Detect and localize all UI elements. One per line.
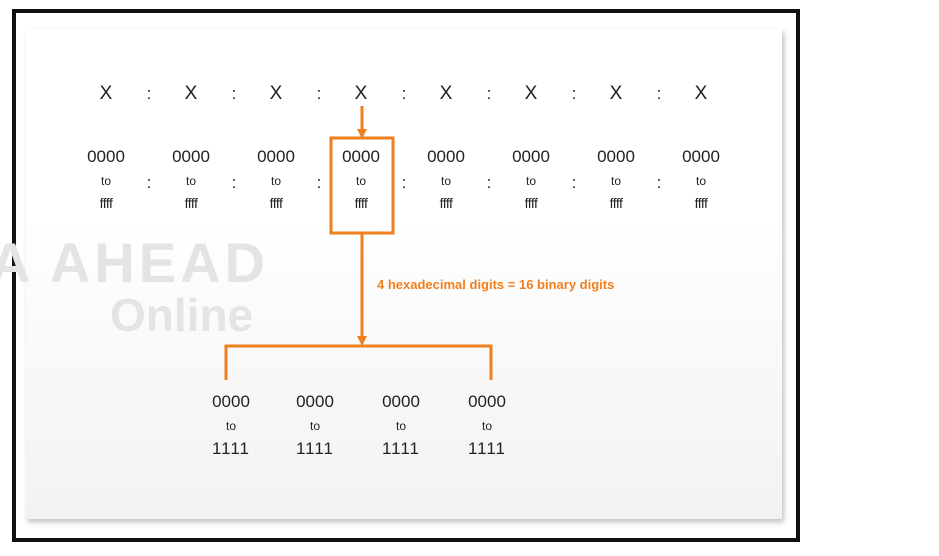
hextet-from: 0000 xyxy=(257,147,295,166)
binary-until: 1111 xyxy=(295,439,335,458)
hextet-from: 0000 xyxy=(87,147,125,166)
binary-until: 1111 xyxy=(211,439,251,458)
binary-range-3: 0000 to 1111 xyxy=(366,392,436,459)
binary-to: to xyxy=(395,419,406,433)
field-separator-7: : xyxy=(656,84,662,103)
highlight-box xyxy=(329,136,395,235)
hextet-separator-3: : xyxy=(316,173,322,192)
hextet-to: to xyxy=(185,174,196,188)
hextet-separator-6: : xyxy=(571,173,577,192)
hextet-from: 0000 xyxy=(597,147,635,166)
binary-from: 0000 xyxy=(382,392,420,411)
binary-range-1: 0000 to 1111 xyxy=(196,392,266,459)
hextet-separator-1: : xyxy=(146,173,152,192)
hextet-from: 0000 xyxy=(172,147,210,166)
address-field-x-7: X xyxy=(609,83,623,104)
hextet-until: ffff xyxy=(609,195,623,211)
hextet-range-6: 0000 to ffff xyxy=(501,147,561,212)
binary-until: 1111 xyxy=(467,439,507,458)
address-field-x-5: X xyxy=(439,83,453,104)
slide-card xyxy=(26,29,782,519)
hextet-until: ffff xyxy=(269,195,283,211)
hextet-separator-4: : xyxy=(401,173,407,192)
binary-from: 0000 xyxy=(296,392,334,411)
hextet-separator-2: : xyxy=(231,173,237,192)
hextet-from: 0000 xyxy=(512,147,550,166)
hextet-from: 0000 xyxy=(342,147,380,166)
binary-to: to xyxy=(225,419,236,433)
address-field-x-3: X xyxy=(269,83,283,104)
hextet-range-1: 0000 to ffff xyxy=(76,147,136,212)
hextet-from: 0000 xyxy=(682,147,720,166)
hextet-to: to xyxy=(440,174,451,188)
bracket xyxy=(224,344,493,380)
hextet-to: to xyxy=(525,174,536,188)
field-separator-5: : xyxy=(486,84,492,103)
address-field-x-1: X xyxy=(99,83,113,104)
hextet-range-8: 0000 to ffff xyxy=(671,147,731,212)
binary-range-2: 0000 to 1111 xyxy=(280,392,350,459)
binary-to: to xyxy=(481,419,492,433)
binary-until: 1111 xyxy=(381,439,421,458)
hextet-separator-5: : xyxy=(486,173,492,192)
hextet-range-2: 0000 to ffff xyxy=(161,147,221,212)
field-separator-1: : xyxy=(146,84,152,103)
address-field-x-6: X xyxy=(524,83,538,104)
hextet-until: ffff xyxy=(524,195,538,211)
binary-to: to xyxy=(309,419,320,433)
hextet-to: to xyxy=(355,174,366,188)
hextet-until: ffff xyxy=(99,195,113,211)
address-field-x-4: X xyxy=(354,83,368,104)
field-separator-2: : xyxy=(231,84,237,103)
hextet-range-3: 0000 to ffff xyxy=(246,147,306,212)
hextet-to: to xyxy=(100,174,111,188)
binary-from: 0000 xyxy=(468,392,506,411)
annotation-label: 4 hexadecimal digits = 16 binary digits xyxy=(377,277,615,292)
address-field-x-2: X xyxy=(184,83,198,104)
binary-range-4: 0000 to 1111 xyxy=(452,392,522,459)
hextet-until: ffff xyxy=(694,195,708,211)
hextet-until: ffff xyxy=(439,195,453,211)
hextet-until: ffff xyxy=(354,195,368,211)
address-field-x-8: X xyxy=(694,83,708,104)
hextet-range-4: 0000 to ffff xyxy=(331,147,391,212)
binary-from: 0000 xyxy=(212,392,250,411)
hextet-to: to xyxy=(610,174,621,188)
hextet-separator-7: : xyxy=(656,173,662,192)
hextet-until: ffff xyxy=(184,195,198,211)
hextet-range-7: 0000 to ffff xyxy=(586,147,646,212)
hextet-from: 0000 xyxy=(427,147,465,166)
hextet-to: to xyxy=(695,174,706,188)
hextet-range-5: 0000 to ffff xyxy=(416,147,476,212)
field-separator-4: : xyxy=(401,84,407,103)
hextet-to: to xyxy=(270,174,281,188)
field-separator-6: : xyxy=(571,84,577,103)
field-separator-3: : xyxy=(316,84,322,103)
